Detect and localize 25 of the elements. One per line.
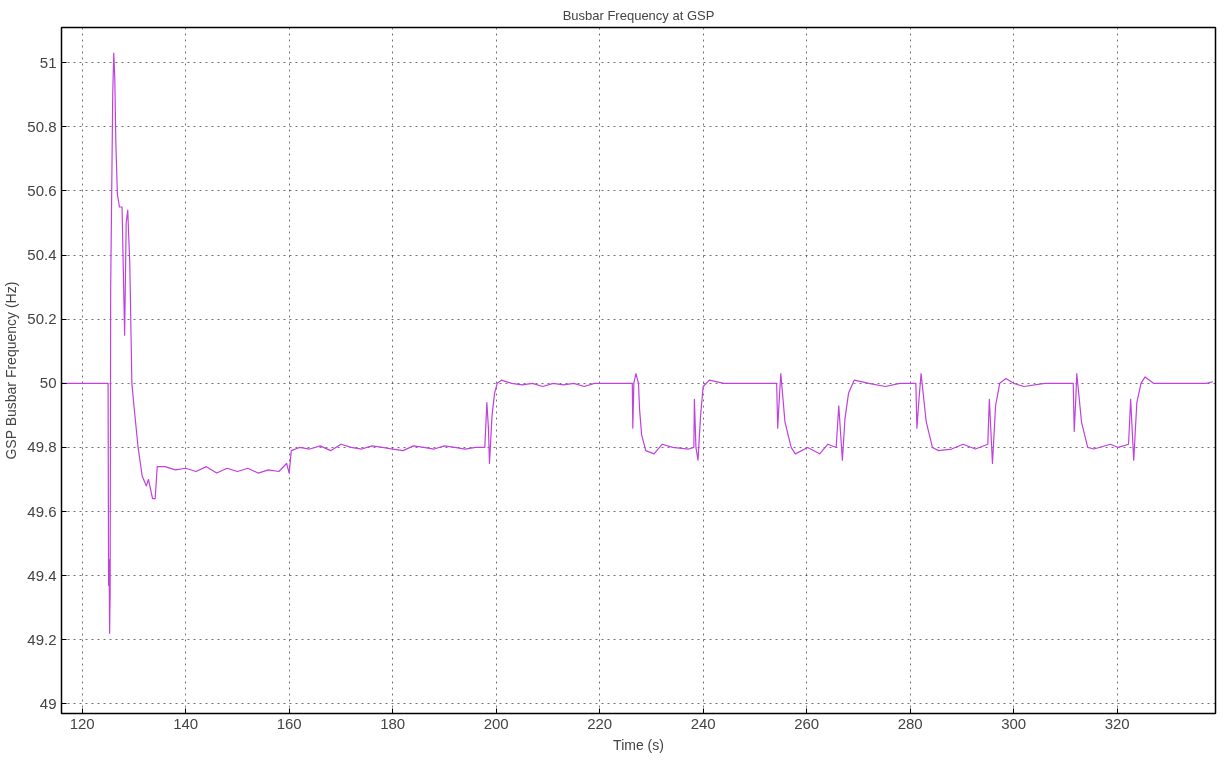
x-tick-label: 240 bbox=[690, 714, 716, 732]
x-tick-label: 180 bbox=[380, 714, 406, 732]
y-tick-label: 49 bbox=[39, 694, 57, 712]
y-axis-title: GSP Busbar Frequency (Hz) bbox=[3, 281, 20, 460]
y-tick-label: 49.4 bbox=[27, 566, 57, 584]
y-tick-label: 50 bbox=[39, 374, 57, 392]
x-tick-label: 220 bbox=[587, 714, 613, 732]
y-tick-label: 51 bbox=[39, 53, 57, 71]
y-tick-label: 50.4 bbox=[27, 246, 57, 264]
x-tick-label: 320 bbox=[1104, 714, 1130, 732]
x-tick-label: 120 bbox=[69, 714, 95, 732]
chart-title: Busbar Frequency at GSP bbox=[562, 7, 715, 23]
x-tick-label: 280 bbox=[897, 714, 923, 732]
y-tick-label: 49.8 bbox=[27, 438, 57, 456]
x-tick-label: 160 bbox=[276, 714, 302, 732]
x-tick-label: 300 bbox=[1001, 714, 1027, 732]
y-tick-label: 50.8 bbox=[27, 117, 57, 135]
y-tick-label: 50.6 bbox=[27, 181, 57, 199]
y-tick-label: 49.2 bbox=[27, 630, 57, 648]
y-tick-label: 50.2 bbox=[27, 310, 57, 328]
x-tick-label: 140 bbox=[173, 714, 199, 732]
x-tick-label: 260 bbox=[794, 714, 820, 732]
x-axis-title: Time (s) bbox=[613, 736, 664, 753]
x-tick-label: 200 bbox=[483, 714, 509, 732]
y-tick-label: 49.6 bbox=[27, 502, 57, 520]
